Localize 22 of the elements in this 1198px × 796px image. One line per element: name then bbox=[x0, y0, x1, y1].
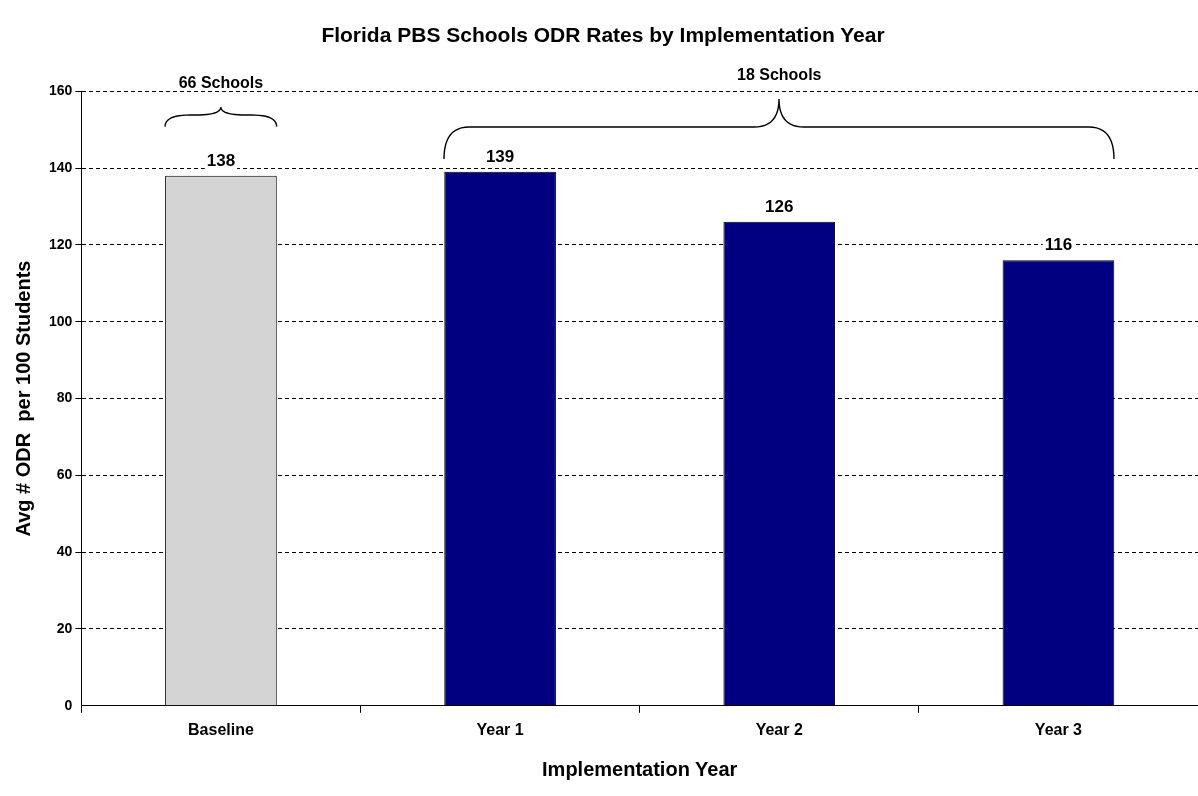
y-tick-label: 120 bbox=[49, 235, 73, 252]
y-tick-label: 20 bbox=[56, 619, 73, 636]
x-tick-label: Year 2 bbox=[755, 720, 803, 738]
y-axis-title: Avg # ODR per 100 Students bbox=[11, 260, 34, 537]
y-tick-label: 80 bbox=[56, 389, 73, 406]
y-tick-label: 60 bbox=[56, 466, 73, 483]
x-tick-label: Baseline bbox=[188, 720, 254, 738]
text: 18 Schools bbox=[737, 65, 822, 84]
y-tick-label: 160 bbox=[49, 82, 73, 99]
chart-title: Florida PBS Schools ODR Rates by Implementation Year bbox=[321, 23, 885, 47]
y-tick-label: 140 bbox=[49, 158, 73, 175]
data-label: 139 bbox=[485, 147, 515, 167]
y-tick-label: 40 bbox=[56, 543, 73, 560]
data-label: 126 bbox=[765, 196, 794, 216]
x-axis-title: Implementation Year bbox=[542, 757, 738, 780]
x-tick-label: Year 3 bbox=[1034, 720, 1083, 738]
data-label: 116 bbox=[1044, 235, 1073, 255]
text: 66 Schools bbox=[178, 74, 264, 93]
data-label: 138 bbox=[206, 150, 236, 170]
x-tick-label: Year 1 bbox=[476, 720, 524, 738]
y-tick-label: 100 bbox=[49, 312, 73, 329]
y-tick-label: 0 bbox=[64, 696, 73, 713]
